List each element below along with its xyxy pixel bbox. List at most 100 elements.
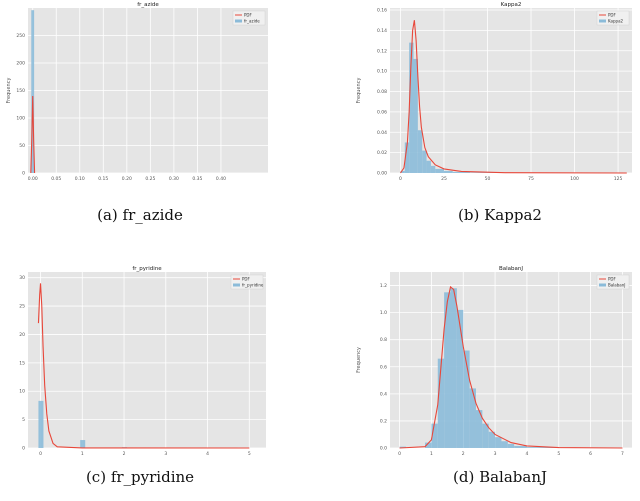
histogram-bar	[526, 447, 559, 448]
x-tick-label: 5	[557, 451, 560, 457]
y-tick-label: 200	[16, 61, 25, 67]
y-tick-label: 0.06	[377, 109, 387, 115]
x-tick-label: 1	[430, 451, 433, 457]
y-tick-label: 0.2	[380, 418, 387, 424]
legend-series-label: Kappa2	[608, 19, 624, 24]
x-tick-label: 1	[81, 451, 84, 457]
y-tick-label: 0	[22, 446, 25, 452]
histogram-bar	[469, 388, 476, 448]
legend-series-swatch	[599, 19, 606, 23]
histogram-bar	[38, 400, 44, 448]
y-tick-label: 0.16	[377, 8, 387, 14]
y-tick-label: 150	[16, 88, 25, 94]
caption-kappa2: (b) Kappa2	[458, 206, 542, 224]
x-tick-label: 0.25	[145, 176, 155, 182]
legend-series-label: fr_pyridine	[242, 283, 264, 288]
chart-title: fr_azide	[137, 2, 159, 8]
plot-area	[28, 272, 266, 448]
chart-fr-azide: fr_azide Frequency 0.00 0.05 0.10 0.15 0.20 0.2…	[6, 2, 268, 182]
histogram-bar	[437, 358, 445, 448]
y-tick-label: 100	[16, 116, 25, 122]
histogram-bar	[409, 42, 414, 173]
caption-fr-pyridine: (c) fr_pyridine	[85, 468, 195, 486]
x-tick-label: 0	[399, 176, 402, 182]
histogram-bar	[435, 168, 444, 173]
x-tick-label: 3	[494, 451, 497, 457]
histogram-bar	[413, 58, 418, 173]
y-tick-label: 10	[19, 389, 25, 395]
legend-series-swatch	[233, 283, 240, 287]
y-axis-label: Frequency	[356, 78, 362, 104]
histogram-bar	[463, 350, 470, 448]
caption-fr-azide: (a) fr_azide	[97, 206, 183, 224]
y-axis-label: Frequency	[6, 78, 12, 104]
x-tick-label: 25	[441, 176, 447, 182]
y-tick-label: 1.0	[380, 310, 387, 316]
legend-series-swatch	[235, 19, 242, 23]
x-tick-label: 0.30	[169, 176, 179, 182]
caption-balabanj: (d) BalabanJ	[453, 468, 547, 486]
histogram-bar	[426, 160, 431, 173]
legend-series-label: fr_azide	[244, 19, 260, 24]
x-tick-label: 0.15	[98, 176, 108, 182]
chart-balabanj: BalabanJ Frequency 0 1 2 3 4 5 6 7 0.0 0.2 0.4 0.6 0.8…	[356, 266, 632, 457]
pdf-line	[30, 95, 36, 174]
pdf-line	[399, 285, 623, 449]
pdf-line	[399, 20, 627, 174]
x-tick-label: 125	[614, 176, 623, 182]
y-tick-label: 0.02	[377, 150, 387, 156]
y-tick-label: 15	[19, 360, 25, 366]
x-tick-label: 75	[528, 176, 534, 182]
histogram-bar	[501, 441, 508, 448]
y-tick-label: 0.0	[380, 446, 387, 452]
legend-pdf-label: PDF	[608, 277, 616, 282]
chart-title: Kappa2	[501, 2, 522, 8]
legend-series-label: BalabanJ	[608, 283, 625, 288]
y-tick-label: 0.8	[380, 337, 387, 343]
legend-pdf-label: PDF	[242, 277, 250, 282]
histogram-bar	[452, 171, 471, 173]
histogram-bar	[443, 170, 453, 173]
histogram-bar	[404, 142, 410, 173]
x-tick-label: 0.20	[122, 176, 132, 182]
y-tick-label: 0.6	[380, 364, 387, 370]
x-tick-label: 2	[123, 451, 126, 457]
x-tick-label: 5	[248, 451, 251, 457]
histogram-bar	[80, 440, 86, 448]
y-tick-label: 0.00	[377, 171, 387, 177]
y-tick-label: 50	[19, 143, 25, 149]
chart-kappa2: Kappa2 Frequency 0 25 50 75 100 125 0.00 0.02 0.04…	[356, 2, 632, 182]
y-tick-label: 0	[22, 171, 25, 177]
chart-title: fr_pyridine	[132, 266, 162, 272]
chart-title: BalabanJ	[499, 266, 523, 272]
histogram-bar	[417, 130, 423, 173]
y-tick-label: 0.14	[377, 28, 387, 34]
y-tick-label: 0.12	[377, 48, 387, 54]
y-axis-label: Frequency	[356, 347, 362, 373]
histogram-bar	[514, 445, 527, 448]
x-tick-label: 3	[164, 451, 167, 457]
histogram-bar	[444, 292, 451, 448]
legend-pdf-label: PDF	[244, 13, 252, 18]
plot-area	[390, 272, 632, 448]
histogram-bar	[456, 309, 464, 448]
x-tick-label: 0.00	[28, 176, 38, 182]
histogram-bar	[482, 423, 489, 448]
x-tick-label: 0.35	[192, 176, 202, 182]
y-tick-label: 250	[16, 33, 25, 39]
plot-area	[390, 8, 632, 173]
histogram-bar	[31, 10, 35, 174]
x-tick-label: 4	[525, 451, 528, 457]
x-tick-label: 0.40	[216, 176, 226, 182]
x-tick-label: 6	[589, 451, 592, 457]
x-tick-label: 0.05	[51, 176, 61, 182]
x-tick-label: 0	[39, 451, 42, 457]
histogram-bar	[425, 442, 432, 448]
x-tick-label: 7	[621, 451, 624, 457]
histogram-bar	[450, 288, 457, 448]
histogram-bar	[422, 150, 427, 173]
histogram-bar	[488, 431, 496, 448]
x-tick-label: 0.10	[75, 176, 85, 182]
histogram-bar	[400, 170, 405, 173]
y-tick-label: 1.2	[380, 283, 387, 289]
